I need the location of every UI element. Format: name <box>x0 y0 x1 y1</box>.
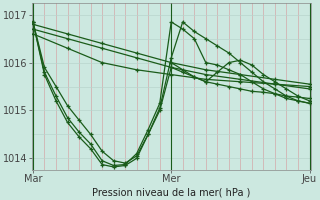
X-axis label: Pression niveau de la mer( hPa ): Pression niveau de la mer( hPa ) <box>92 187 251 197</box>
